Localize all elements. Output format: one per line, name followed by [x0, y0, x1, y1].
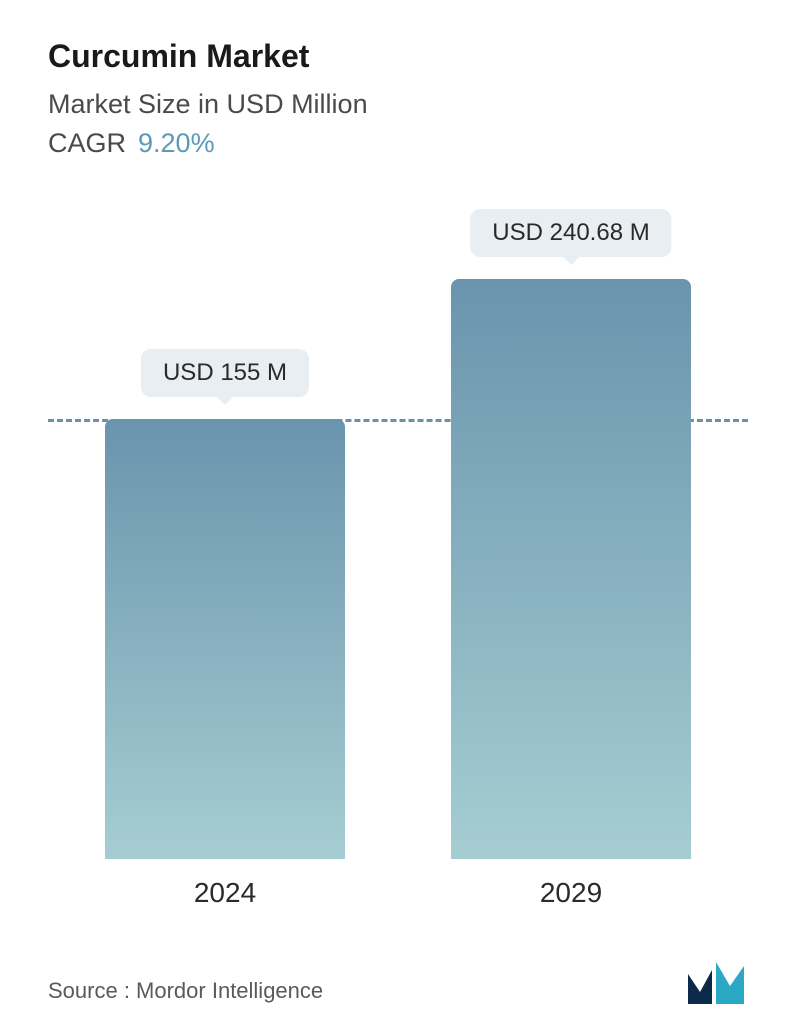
cagr-label: CAGR — [48, 128, 126, 158]
chart-subtitle: Market Size in USD Million — [48, 89, 748, 120]
value-pill-2024: USD 155 M — [141, 349, 309, 397]
bar-2024 — [105, 419, 345, 859]
chart-title: Curcumin Market — [48, 38, 748, 75]
logo-icon — [688, 962, 748, 1004]
chart-container: Curcumin Market Market Size in USD Milli… — [0, 0, 796, 1034]
bar-fill — [451, 279, 691, 859]
source-attribution: Source : Mordor Intelligence — [48, 978, 323, 1004]
cagr-value: 9.20% — [138, 128, 215, 158]
cagr-row: CAGR 9.20% — [48, 128, 748, 159]
chart-plot-area: USD 155 M 2024 USD 240.68 M 2029 — [48, 199, 748, 919]
x-axis-label-2024: 2024 — [194, 877, 256, 909]
footer: Source : Mordor Intelligence — [48, 962, 748, 1004]
bar-fill — [105, 419, 345, 859]
value-pill-2029: USD 240.68 M — [470, 209, 671, 257]
bar-2029 — [451, 279, 691, 859]
x-axis-label-2029: 2029 — [540, 877, 602, 909]
mordor-logo — [688, 962, 748, 1004]
